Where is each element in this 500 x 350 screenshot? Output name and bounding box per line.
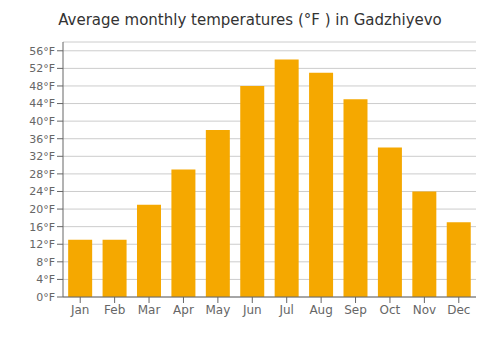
- svg-text:28°F: 28°F: [29, 168, 55, 181]
- svg-text:0°F: 0°F: [36, 291, 55, 304]
- svg-text:16°F: 16°F: [29, 221, 55, 234]
- svg-text:52°F: 52°F: [29, 62, 55, 75]
- svg-text:May: May: [205, 303, 230, 317]
- svg-text:Mar: Mar: [138, 303, 161, 317]
- svg-text:48°F: 48°F: [29, 80, 55, 93]
- svg-text:8°F: 8°F: [36, 256, 55, 269]
- svg-text:32°F: 32°F: [29, 150, 55, 163]
- svg-text:Jan: Jan: [70, 303, 90, 317]
- svg-text:Dec: Dec: [447, 303, 470, 317]
- svg-text:Apr: Apr: [173, 303, 194, 317]
- svg-text:40°F: 40°F: [29, 115, 55, 128]
- svg-text:24°F: 24°F: [29, 185, 55, 198]
- svg-text:Jun: Jun: [242, 303, 262, 317]
- svg-text:36°F: 36°F: [29, 133, 55, 146]
- html-text:Average monthly temperatures (: Average monthly temperatures (°F ) in Ga…: [58, 11, 442, 29]
- svg-text:Feb: Feb: [104, 303, 125, 317]
- svg-text:4°F: 4°F: [36, 273, 55, 286]
- svg-text:Jul: Jul: [278, 303, 293, 317]
- svg-text:Sep: Sep: [344, 303, 367, 317]
- svg-text:Aug: Aug: [309, 303, 332, 317]
- svg-text:Oct: Oct: [380, 303, 401, 317]
- svg-text:12°F: 12°F: [29, 238, 55, 251]
- svg-text:Nov: Nov: [413, 303, 436, 317]
- svg-text:56°F: 56°F: [29, 45, 55, 58]
- svg-text:44°F: 44°F: [29, 97, 55, 110]
- svg-text:20°F: 20°F: [29, 203, 55, 216]
